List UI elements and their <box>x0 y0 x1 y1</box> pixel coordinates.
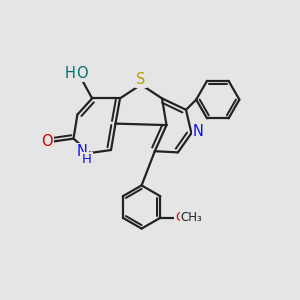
Text: CH₃: CH₃ <box>181 211 202 224</box>
Text: H: H <box>82 153 92 166</box>
Text: O: O <box>175 211 185 224</box>
Text: S: S <box>136 72 146 87</box>
Text: H: H <box>65 66 76 81</box>
Text: O: O <box>41 134 53 148</box>
Text: N: N <box>193 124 203 140</box>
Text: N: N <box>77 144 88 159</box>
Text: O: O <box>76 66 87 81</box>
